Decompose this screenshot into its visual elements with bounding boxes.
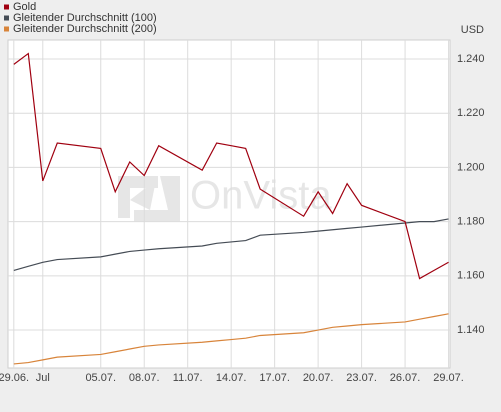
line-series xyxy=(13,218,449,271)
x-tick-label: 23.07. xyxy=(346,372,377,384)
plot-area xyxy=(7,39,451,369)
line-series xyxy=(13,313,449,365)
y-tick-label: 1.180 xyxy=(457,216,485,228)
x-tick-label: 08.07. xyxy=(129,372,160,384)
legend-swatch xyxy=(4,4,9,10)
legend-swatch xyxy=(4,26,9,32)
legend-label: Gleitender Durchschnitt (200) xyxy=(13,23,157,35)
x-tick-label: 26.07. xyxy=(390,372,421,384)
x-tick-label: Jul xyxy=(36,372,50,384)
y-tick-label: 1.200 xyxy=(457,161,485,173)
watermark-logo xyxy=(118,176,180,222)
y-tick-label: 1.160 xyxy=(457,270,485,282)
line-series xyxy=(13,52,449,280)
watermark: OnVista xyxy=(190,174,332,218)
legend-label: Gold xyxy=(13,1,36,13)
x-tick-label: 14.07. xyxy=(216,372,247,384)
watermark-group: OnVista xyxy=(118,174,332,222)
x-tick-label: 20.07. xyxy=(303,372,334,384)
legend-label: Gleitender Durchschnitt (100) xyxy=(13,12,157,24)
y-tick-label: 1.140 xyxy=(457,324,485,336)
y-tick-label: 1.240 xyxy=(457,53,485,65)
x-tick-label: 29.06. xyxy=(0,372,29,384)
x-tick-label: 05.07. xyxy=(85,372,116,384)
y-unit: USD xyxy=(461,24,484,36)
x-tick-label: 11.07. xyxy=(173,372,203,384)
y-tick-label: 1.220 xyxy=(457,107,485,119)
legend-swatch xyxy=(4,15,9,21)
x-tick-label: 29.07. xyxy=(433,372,464,384)
x-tick-label: 17.07. xyxy=(259,372,290,384)
